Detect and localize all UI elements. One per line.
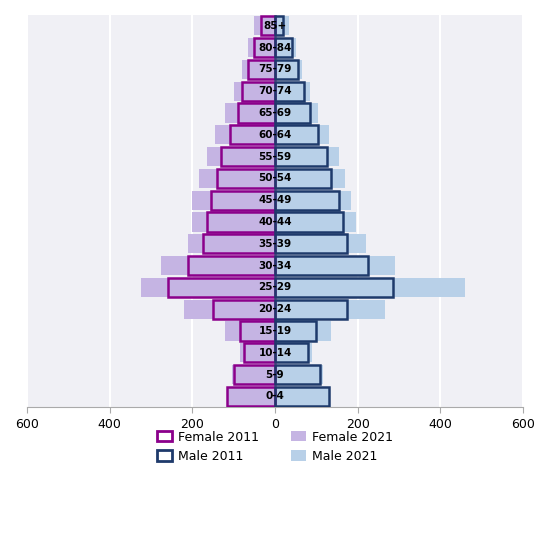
Bar — [248, 60, 275, 79]
Text: 10-14: 10-14 — [258, 348, 292, 358]
Bar — [275, 343, 308, 362]
Bar — [275, 103, 310, 123]
Bar — [275, 234, 348, 253]
Bar — [184, 300, 275, 319]
Bar — [261, 16, 275, 36]
Bar — [275, 169, 331, 188]
Bar — [275, 321, 331, 341]
Bar — [141, 278, 275, 297]
Bar — [234, 82, 275, 101]
Bar — [202, 234, 275, 253]
Text: 80-84: 80-84 — [258, 43, 292, 52]
Bar — [275, 126, 329, 144]
Bar — [275, 103, 318, 123]
Bar — [254, 38, 275, 57]
Bar — [211, 190, 275, 210]
Legend: Female 2011, Male 2011, Female 2021, Male 2021: Female 2011, Male 2011, Female 2021, Mal… — [152, 426, 398, 468]
Bar — [275, 190, 339, 210]
Bar — [275, 213, 343, 232]
Text: 5-9: 5-9 — [266, 370, 284, 380]
Bar — [275, 147, 339, 166]
Bar — [275, 38, 292, 57]
Bar — [199, 169, 275, 188]
Bar — [275, 234, 366, 253]
Bar — [275, 256, 395, 275]
Bar — [215, 126, 275, 144]
Bar — [275, 82, 310, 101]
Text: 20-24: 20-24 — [258, 304, 292, 314]
Bar — [226, 103, 275, 123]
Text: 65-69: 65-69 — [258, 108, 292, 118]
Text: 60-64: 60-64 — [258, 130, 292, 140]
Bar — [188, 256, 275, 275]
Bar — [275, 16, 283, 36]
Bar — [217, 169, 275, 188]
Bar — [275, 82, 304, 101]
Bar — [234, 365, 275, 384]
Bar — [240, 343, 275, 362]
Text: 30-34: 30-34 — [258, 261, 292, 270]
Bar — [188, 234, 275, 253]
Bar — [168, 278, 275, 297]
Bar — [275, 190, 351, 210]
Text: 50-54: 50-54 — [258, 174, 292, 183]
Text: 25-29: 25-29 — [258, 282, 292, 293]
Text: 35-39: 35-39 — [258, 239, 292, 249]
Bar — [275, 278, 393, 297]
Text: 0-4: 0-4 — [266, 392, 284, 401]
Bar — [275, 321, 316, 341]
Text: 85+: 85+ — [263, 21, 287, 31]
Bar — [275, 343, 312, 362]
Bar — [254, 16, 275, 36]
Bar — [238, 103, 275, 123]
Bar — [192, 213, 275, 232]
Bar — [221, 147, 275, 166]
Bar — [192, 190, 275, 210]
Bar — [242, 60, 275, 79]
Bar — [275, 147, 327, 166]
Bar — [275, 60, 298, 79]
Text: 55-59: 55-59 — [258, 151, 292, 162]
Bar — [240, 321, 275, 341]
Bar — [161, 256, 275, 275]
Bar — [213, 300, 275, 319]
Bar — [275, 169, 345, 188]
Bar — [275, 300, 348, 319]
Text: 75-79: 75-79 — [258, 64, 292, 75]
Bar — [275, 300, 384, 319]
Bar — [275, 278, 465, 297]
Text: 15-19: 15-19 — [258, 326, 292, 336]
Bar — [275, 60, 302, 79]
Bar — [242, 82, 275, 101]
Bar — [226, 321, 275, 341]
Bar — [228, 387, 275, 406]
Bar — [275, 126, 318, 144]
Bar — [275, 213, 356, 232]
Bar — [275, 387, 329, 406]
Text: 40-44: 40-44 — [258, 217, 292, 227]
Bar — [275, 387, 329, 406]
Bar — [229, 126, 275, 144]
Bar — [232, 365, 275, 384]
Bar — [275, 256, 368, 275]
Bar — [248, 38, 275, 57]
Text: 45-49: 45-49 — [258, 195, 292, 205]
Text: 70-74: 70-74 — [258, 86, 292, 96]
Bar — [244, 343, 275, 362]
Bar — [275, 365, 322, 384]
Bar — [275, 38, 296, 57]
Bar — [275, 365, 321, 384]
Bar — [207, 213, 275, 232]
Bar — [207, 147, 275, 166]
Bar — [275, 16, 289, 36]
Bar — [228, 387, 275, 406]
